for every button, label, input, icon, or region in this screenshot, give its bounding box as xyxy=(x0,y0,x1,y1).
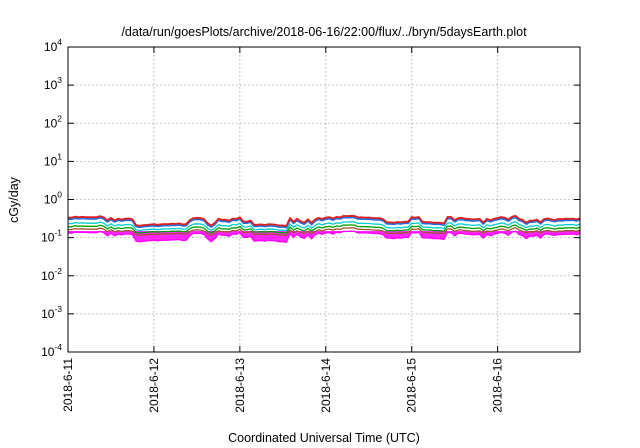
series-line xyxy=(68,214,581,227)
series-line xyxy=(68,230,581,243)
y-tick-label: 10-2 xyxy=(41,266,62,283)
y-tick-label: 10-4 xyxy=(41,342,62,359)
y-tick-label: 10-1 xyxy=(41,228,62,245)
x-tick-label: 2018-6-12 xyxy=(147,358,161,413)
x-axis: 2018-6-11 2018-6-12 2018-6-13 2018-6-14 2018… xyxy=(61,47,505,413)
x-tick-label: 2018-6-13 xyxy=(233,358,247,413)
y-axis: 10-4 10-3 10-2 10-1 100 101 102 103 104 xyxy=(41,37,580,359)
y-axis-label: cGy/day xyxy=(7,176,21,223)
series-line xyxy=(68,221,581,232)
series-line xyxy=(68,227,581,237)
x-tick-label: 2018-6-16 xyxy=(491,358,505,413)
y-tick-label: 10-3 xyxy=(41,304,62,321)
x-axis-label: Coordinated Universal Time (UTC) xyxy=(228,431,420,445)
grid xyxy=(68,47,580,352)
series-line xyxy=(68,216,581,229)
series-line xyxy=(68,224,581,234)
y-tick-label: 100 xyxy=(44,190,62,207)
chart-title: /data/run/goesPlots/archive/2018-06-16/2… xyxy=(121,25,527,39)
x-tick-label: 2018-6-15 xyxy=(405,358,419,413)
x-tick-label: 2018-6-14 xyxy=(319,358,333,413)
series-layer xyxy=(68,214,581,243)
y-tick-label: 101 xyxy=(44,151,62,168)
x-tick-label: 2018-6-11 xyxy=(61,358,75,412)
y-tick-label: 103 xyxy=(44,75,62,92)
y-tick-label: 104 xyxy=(44,37,62,54)
y-tick-label: 102 xyxy=(44,113,62,130)
